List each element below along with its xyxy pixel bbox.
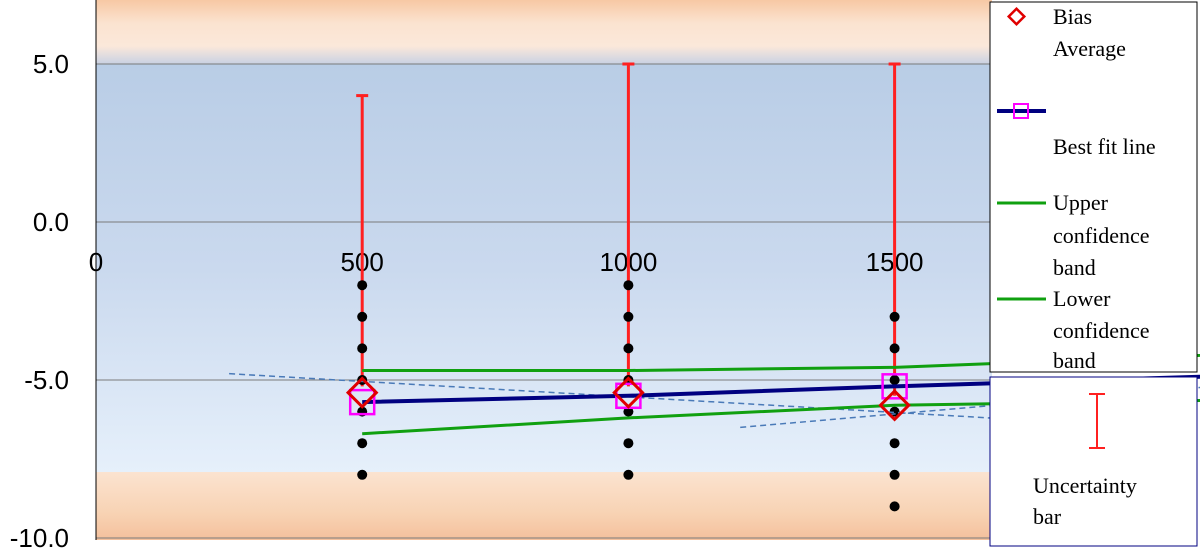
bias-point (357, 343, 368, 354)
bias-point (623, 469, 634, 480)
bias-point (623, 343, 634, 354)
bias-point (357, 469, 368, 480)
bias-average-marker (612, 376, 645, 409)
bias-point (623, 311, 634, 322)
y-tick-label: -10.0 (10, 523, 69, 549)
bias-point (889, 438, 900, 449)
best-fit-line (362, 374, 1200, 405)
legend-label-bias-average: Bias Average (1053, 4, 1126, 61)
bias-point (623, 280, 634, 291)
bias-point (889, 501, 900, 512)
legend: Bias Average Best fit line Upper confidenc… (989, 1, 1198, 373)
gridlines (96, 63, 990, 539)
bias-average-marker (878, 389, 911, 422)
y-tick-label: 0.0 (33, 207, 69, 237)
bias-point (357, 311, 368, 322)
uncertainty-legend-box (989, 376, 1198, 547)
y-tick-labels: 5.0 0.0 -5.0 -10.0 (10, 49, 69, 549)
chart-marks (229, 62, 1200, 512)
bias-point (889, 343, 900, 354)
bias-point (889, 311, 900, 322)
y-tick-label: 5.0 (33, 49, 69, 79)
bias-point (357, 438, 368, 449)
x-tick-label: 0 (89, 247, 103, 277)
legend-marker-best-fit (1013, 103, 1029, 119)
bias-point (623, 438, 634, 449)
bias-point (889, 375, 900, 385)
lower-confidence-band-line (362, 399, 1200, 436)
legend-label-upper-band: Upper confidence band (1053, 190, 1150, 280)
best-fit-marker (348, 388, 376, 416)
bias-average-marker (345, 376, 379, 409)
dashed-trend-line (740, 386, 1200, 429)
legend-label-best-fit: Best fit line (1053, 134, 1156, 159)
bias-point (623, 406, 634, 417)
uncertainty-legend: Uncertainty bar (989, 376, 1198, 547)
legend-marker-bias-average (1006, 6, 1027, 27)
uncertainty-legend-label: Uncertainty bar (1033, 473, 1137, 529)
bias-point (357, 280, 368, 291)
bias-point (889, 469, 900, 480)
legend-box (989, 1, 1198, 373)
plot-background (96, 0, 992, 540)
upper-confidence-band-line (362, 353, 1200, 373)
y-tick-label: -5.0 (24, 365, 69, 395)
legend-label-lower-band: Lower confidence band (1053, 286, 1150, 373)
best-fit-marker (881, 373, 908, 400)
